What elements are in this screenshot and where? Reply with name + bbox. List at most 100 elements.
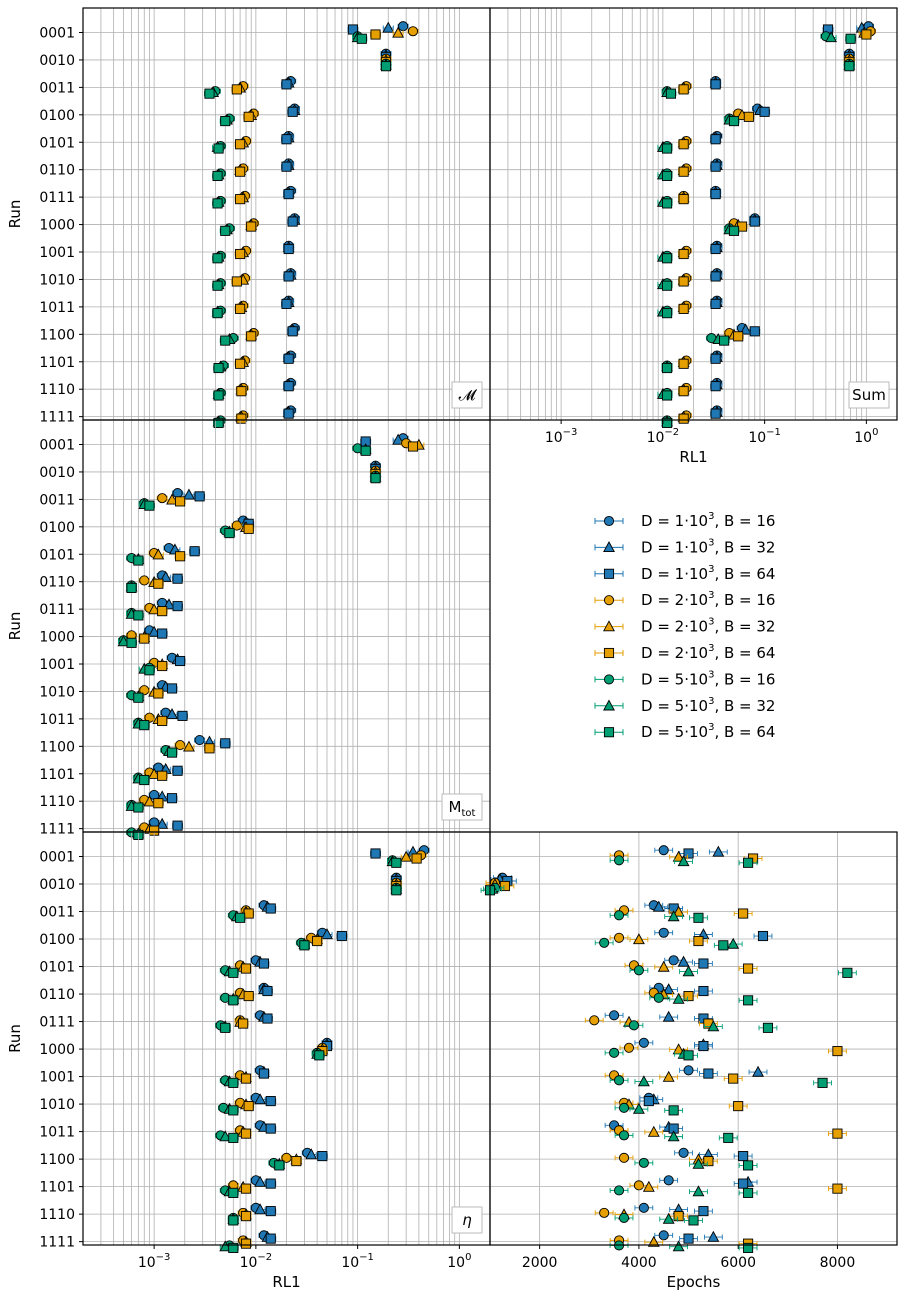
- y-axis-label: Run: [6, 612, 24, 641]
- data-point: [166, 747, 178, 758]
- data-point: [710, 408, 721, 419]
- y-tick-label: 1110: [39, 382, 75, 398]
- legend-label: D = 1·103, B = 16: [641, 511, 775, 530]
- data-point: [240, 1073, 252, 1084]
- legend-label-d: D = 1·10: [641, 565, 708, 583]
- x-axis-label: RL1: [272, 1273, 300, 1291]
- y-tick-label: 0010: [39, 877, 75, 893]
- data-point: [144, 500, 155, 511]
- data-point: [228, 1077, 239, 1088]
- data-point: [647, 1125, 660, 1137]
- data-point: [336, 930, 347, 942]
- data-point: [682, 965, 695, 977]
- data-point: [628, 1020, 639, 1031]
- y-axis-label: Run: [6, 1024, 24, 1053]
- data-point: [662, 1070, 675, 1082]
- y-tick-label: 1111: [39, 410, 75, 426]
- data-point: [287, 216, 298, 227]
- data-point: [662, 390, 673, 401]
- y-tick-label: 1011: [39, 712, 75, 728]
- data-point: [678, 386, 689, 397]
- y-tick-label: 1010: [39, 272, 75, 288]
- data-point: [698, 1206, 709, 1217]
- data-point: [175, 496, 186, 507]
- data-point: [743, 1160, 754, 1171]
- x-tick-label: 10−1: [341, 1252, 374, 1271]
- x-tick-label: 10−3: [138, 1252, 171, 1271]
- legend-marker: [603, 647, 615, 659]
- data-point: [133, 692, 144, 703]
- data-point: [759, 106, 770, 117]
- data-point: [265, 1096, 276, 1107]
- x-tick-label: 10−1: [748, 427, 781, 446]
- data-point: [236, 386, 247, 397]
- data-point: [144, 712, 155, 723]
- y-tick-label: 0001: [39, 438, 75, 454]
- data-point: [228, 1242, 239, 1253]
- data-point: [265, 1123, 276, 1134]
- data-point: [265, 1233, 276, 1244]
- y-tick-label: 1101: [39, 355, 75, 371]
- data-point: [189, 546, 200, 557]
- data-point: [743, 1242, 754, 1253]
- data-point: [710, 298, 721, 309]
- data-point: [133, 610, 144, 621]
- data-point: [638, 1037, 649, 1048]
- legend-marker: [603, 541, 615, 553]
- data-point: [220, 1022, 231, 1033]
- data-point: [662, 308, 673, 319]
- data-point: [632, 1102, 645, 1114]
- legend-label-exp: 3: [708, 617, 714, 628]
- data-point: [235, 194, 246, 205]
- data-point: [212, 198, 223, 209]
- data-point: [825, 31, 838, 43]
- data-point: [698, 958, 709, 969]
- data-point: [693, 935, 704, 947]
- y-tick-label: 1100: [39, 327, 75, 343]
- y-tick-label: 0110: [39, 987, 75, 1003]
- legend-label-b: , B = 32: [714, 697, 775, 715]
- legend-label-d: D = 2·10: [641, 618, 708, 636]
- data-point: [228, 1105, 239, 1116]
- data-point: [240, 1128, 252, 1139]
- data-point: [157, 660, 168, 672]
- data-point: [683, 991, 694, 1002]
- x-tick-base: 10: [341, 1255, 359, 1271]
- data-point: [152, 548, 165, 560]
- data-point: [618, 1130, 630, 1141]
- data-point: [599, 937, 610, 948]
- data-point: [139, 575, 150, 586]
- data-point: [265, 1206, 276, 1217]
- legend-label-exp: 3: [708, 590, 714, 601]
- data-point: [733, 331, 744, 342]
- data-point: [618, 1212, 630, 1223]
- x-tick-base: 10: [748, 430, 766, 446]
- data-point: [662, 1010, 675, 1022]
- data-point: [662, 1212, 675, 1224]
- data-point: [194, 491, 205, 502]
- axes-frame: [489, 7, 898, 421]
- data-point: [172, 765, 183, 776]
- panel-label: Mtot: [449, 798, 476, 819]
- data-point: [668, 1105, 679, 1116]
- y-tick-label: 0010: [39, 465, 75, 481]
- data-point: [204, 743, 215, 754]
- data-point: [265, 1178, 276, 1189]
- data-point: [728, 225, 740, 236]
- panel-Mtot: 0001 0010 0011 0100 0101 0110 0111 1000 1001 1010…: [6, 419, 491, 840]
- data-point: [832, 1128, 843, 1139]
- y-tick-label: 0101: [39, 960, 75, 976]
- data-point: [668, 955, 679, 966]
- data-point: [166, 793, 178, 804]
- data-point: [710, 189, 721, 200]
- y-tick-label: 0110: [39, 163, 75, 179]
- y-tick-label: 1011: [39, 1125, 75, 1141]
- data-point: [287, 106, 298, 117]
- data-point: [672, 1240, 685, 1252]
- data-point: [153, 688, 164, 699]
- data-point: [283, 353, 294, 364]
- data-point: [678, 303, 689, 314]
- data-point: [678, 194, 689, 205]
- legend-label: D = 2·103, B = 32: [641, 617, 775, 636]
- data-point: [283, 189, 294, 200]
